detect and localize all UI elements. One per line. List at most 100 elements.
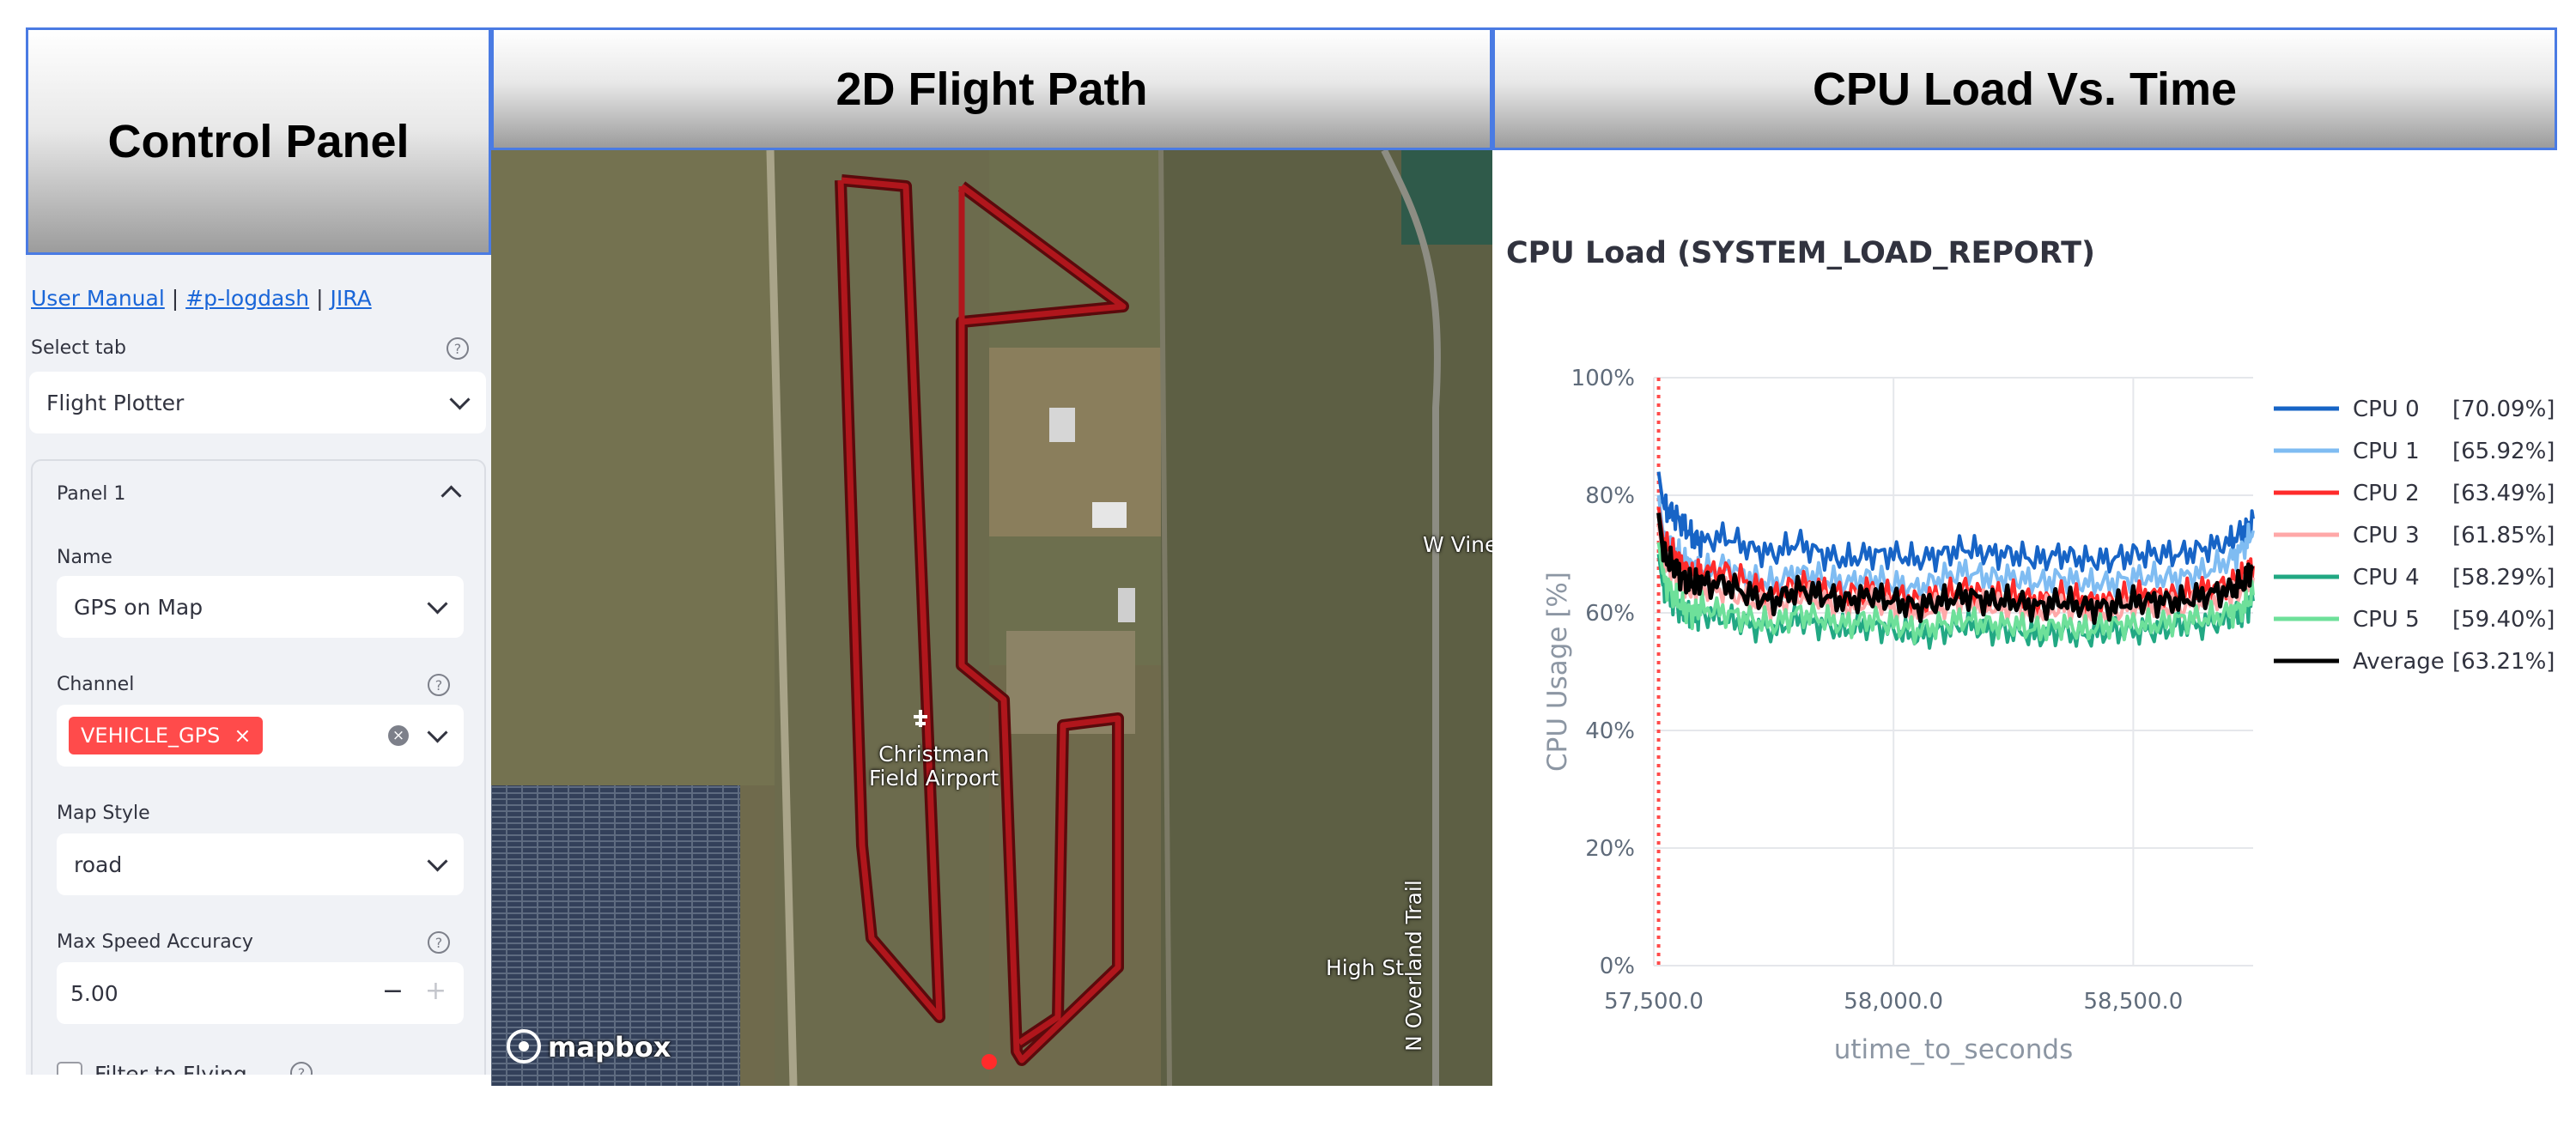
cpu-load-chart-panel: CPU Load (SYSTEM_LOAD_REPORT) 0% 20% 40% 60… [1492, 150, 2576, 1121]
chevron-down-icon [427, 593, 448, 615]
channel-multiselect[interactable]: VEHICLE_GPS × × [57, 705, 464, 767]
y-tick-label: 0% [1600, 954, 1635, 979]
decrement-button[interactable]: − [381, 976, 404, 1006]
flight-path [837, 177, 943, 1021]
control-panel: User Manual | #p-logdash | JIRA Select t… [26, 255, 491, 1075]
cpu-load-chart[interactable]: 0% 20% 40% 60% 80% 100% 57,500.0 58,000.0 58,500… [1492, 150, 2576, 1121]
mapbox-logo-icon [507, 1029, 541, 1063]
airport-icon [914, 710, 927, 727]
y-tick-label: 60% [1585, 601, 1635, 627]
name-label: Name [57, 547, 112, 568]
max-speed-value[interactable]: 5.00 [70, 980, 118, 1006]
flight-path-map[interactable]: Christman Field Airport W Vine N Overlan… [491, 150, 1492, 1086]
chevron-down-icon [427, 722, 448, 743]
help-icon[interactable]: ? [290, 1062, 313, 1075]
field-airport [775, 150, 989, 1086]
road-overland [1381, 150, 1441, 1086]
y-tick-label: 40% [1585, 718, 1635, 744]
max-speed-label: Max Speed Accuracy [57, 931, 253, 953]
chevron-down-icon [427, 851, 448, 872]
map-style-label: Map Style [57, 803, 150, 824]
channel-tag-label: VEHICLE_GPS [81, 724, 221, 748]
control-panel-title: Control Panel [107, 115, 410, 167]
increment-button[interactable]: + [424, 976, 447, 1006]
chevron-down-icon [449, 389, 471, 410]
help-icon[interactable]: ? [428, 931, 450, 954]
filter-flying-label: Filter to Flying [94, 1062, 247, 1075]
channel-tag: VEHICLE_GPS × [69, 717, 264, 754]
link-separator: | [316, 286, 324, 311]
help-links: User Manual | #p-logdash | JIRA [31, 286, 372, 311]
jira-link[interactable]: JIRA [330, 286, 372, 311]
x-tick-label: 58,000.0 [1844, 989, 1943, 1015]
channel-label: Channel [57, 674, 135, 695]
legend-value: [61.85%] [2452, 523, 2555, 548]
y-tick-label: 100% [1571, 366, 1635, 391]
name-value: GPS on Map [74, 594, 204, 620]
chevron-up-icon[interactable] [440, 485, 462, 506]
max-speed-input[interactable]: 5.00 − + [57, 962, 464, 1024]
filter-flying-checkbox[interactable] [57, 1062, 82, 1075]
control-panel-header: Control Panel [26, 27, 491, 255]
cpu-load-title: CPU Load Vs. Time [1812, 63, 2238, 115]
x-axis-title: utime_to_seconds [1834, 1034, 2074, 1065]
building [1049, 408, 1075, 442]
mapbox-logo-icon [519, 1041, 529, 1051]
chart-title: CPU Load (SYSTEM_LOAD_REPORT) [1506, 236, 2096, 270]
legend-label: CPU 4 [2353, 565, 2420, 591]
legend-value: [59.40%] [2452, 607, 2555, 633]
map-style-value: road [74, 851, 123, 877]
x-tick-label: 58,500.0 [2084, 989, 2184, 1015]
x-tick-label: 57,500.0 [1604, 989, 1704, 1015]
link-separator: | [171, 286, 179, 311]
series-line-cpu-5 [1656, 542, 2255, 645]
flight-start-marker [981, 1054, 997, 1069]
legend-label: CPU 0 [2353, 397, 2420, 422]
field-west [491, 150, 775, 785]
series-line-average [1656, 512, 2255, 625]
map-canvas[interactable] [491, 150, 1492, 1086]
road-label-high-st: High St [1326, 955, 1405, 980]
y-tick-label: 80% [1585, 483, 1635, 509]
select-tab-dropdown[interactable]: Flight Plotter [29, 372, 486, 433]
legend-label: CPU 3 [2353, 523, 2420, 548]
legend-label: CPU 2 [2353, 481, 2420, 506]
y-axis-title: CPU Usage [%] [1542, 572, 1573, 772]
flight-path [958, 184, 1127, 1063]
flight-path-title: 2D Flight Path [835, 63, 1148, 115]
y-tick-label: 20% [1585, 836, 1635, 862]
legend-label: CPU 5 [2353, 607, 2420, 633]
legend-value: [63.21%] [2452, 649, 2555, 675]
select-tab-label: Select tab [31, 337, 126, 359]
mapbox-attribution[interactable]: mapbox [548, 1031, 671, 1063]
building [1118, 588, 1135, 622]
panel-title[interactable]: Panel 1 [57, 483, 126, 505]
clear-icon[interactable]: × [388, 725, 409, 746]
road-label-vine: W Vine [1423, 532, 1492, 557]
help-icon[interactable]: ? [447, 337, 469, 360]
road-label-overland: N Overland Trail [1401, 880, 1426, 1051]
logdash-channel-link[interactable]: #p-logdash [185, 286, 310, 311]
map-style-dropdown[interactable]: road [57, 833, 464, 895]
legend-value: [58.29%] [2452, 565, 2555, 591]
legend-label: CPU 1 [2353, 439, 2420, 464]
remove-tag-icon[interactable]: × [234, 724, 252, 748]
runway [766, 150, 798, 1086]
legend-value: [63.49%] [2452, 481, 2555, 506]
legend-value: [65.92%] [2452, 439, 2555, 464]
name-dropdown[interactable]: GPS on Map [57, 576, 464, 638]
user-manual-link[interactable]: User Manual [31, 286, 165, 311]
building [1092, 502, 1127, 528]
legend-value: [70.09%] [2452, 397, 2555, 422]
road-dirt [1158, 150, 1172, 1086]
panel-1-expander: Panel 1 Name GPS on Map Channel ? VEHICL… [31, 459, 486, 1075]
legend-label: Average [2353, 649, 2445, 675]
airport-label: Christman Field Airport [869, 742, 999, 791]
cpu-load-header: CPU Load Vs. Time [1492, 27, 2557, 150]
pond [1401, 150, 1492, 245]
flight-path-header: 2D Flight Path [491, 27, 1492, 150]
select-tab-value: Flight Plotter [46, 390, 185, 415]
residential-area [1161, 150, 1492, 1086]
help-icon[interactable]: ? [428, 674, 450, 696]
series-line-cpu-0 [1656, 471, 2255, 574]
